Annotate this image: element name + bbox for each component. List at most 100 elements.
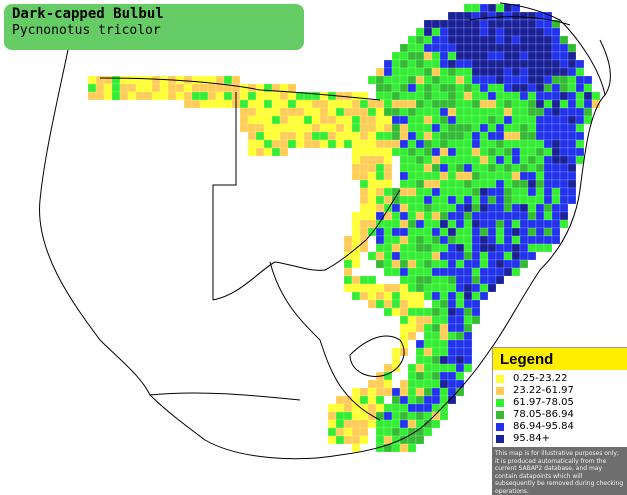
- grid-cell: [383, 163, 393, 173]
- grid-cell: [247, 99, 257, 109]
- grid-cell: [487, 59, 497, 69]
- grid-cell: [503, 59, 513, 69]
- grid-cell: [527, 155, 537, 165]
- grid-cell: [471, 163, 481, 173]
- grid-cell: [415, 203, 425, 213]
- grid-cell: [463, 131, 473, 141]
- grid-cell: [415, 35, 425, 45]
- grid-cell: [479, 107, 489, 117]
- species-common-name: Dark-capped Bulbul: [12, 6, 164, 22]
- grid-cell: [375, 379, 385, 389]
- grid-cell: [495, 211, 505, 221]
- grid-cell: [287, 131, 297, 141]
- grid-cell: [359, 243, 369, 253]
- grid-cell: [351, 251, 361, 261]
- grid-cell: [391, 147, 401, 157]
- grid-cell: [559, 179, 569, 189]
- legend-item: 23.22-61.97: [496, 385, 627, 397]
- grid-cell: [367, 403, 377, 413]
- grid-cell: [407, 331, 417, 341]
- grid-cell: [151, 83, 161, 93]
- grid-cell: [423, 131, 433, 141]
- grid-cell: [407, 219, 417, 229]
- grid-cell: [511, 251, 521, 261]
- grid-cell: [399, 331, 409, 341]
- grid-cell: [455, 323, 465, 333]
- grid-cell: [455, 203, 465, 213]
- grid-cell: [263, 139, 273, 149]
- grid-cell: [407, 411, 417, 421]
- grid-cell: [399, 403, 409, 413]
- grid-cell: [351, 107, 361, 117]
- grid-cell: [455, 115, 465, 125]
- grid-cell: [423, 371, 433, 381]
- grid-cell: [359, 171, 369, 181]
- grid-cell: [463, 139, 473, 149]
- grid-cell: [279, 91, 289, 101]
- grid-cell: [407, 371, 417, 381]
- grid-cell: [463, 235, 473, 245]
- grid-cell: [431, 155, 441, 165]
- grid-cell: [343, 275, 353, 285]
- grid-cell: [495, 243, 505, 253]
- grid-cell: [527, 219, 537, 229]
- grid-cell: [455, 355, 465, 365]
- grid-cell: [399, 115, 409, 125]
- grid-cell: [399, 315, 409, 325]
- grid-cell: [519, 227, 529, 237]
- grid-cell: [495, 115, 505, 125]
- grid-cell: [447, 91, 457, 101]
- grid-cell: [239, 123, 249, 133]
- grid-cell: [415, 227, 425, 237]
- grid-cell: [407, 35, 417, 45]
- grid-cell: [455, 371, 465, 381]
- grid-cell: [463, 51, 473, 61]
- grid-cell: [455, 187, 465, 197]
- grid-cell: [519, 43, 529, 53]
- grid-cell: [399, 131, 409, 141]
- grid-cell: [431, 19, 441, 29]
- grid-cell: [359, 411, 369, 421]
- grid-cell: [471, 19, 481, 29]
- grid-cell: [455, 291, 465, 301]
- grid-cell: [447, 171, 457, 181]
- grid-cell: [503, 11, 513, 21]
- grid-cell: [391, 355, 401, 365]
- grid-cell: [351, 291, 361, 301]
- grid-cell: [399, 171, 409, 181]
- grid-cell: [407, 187, 417, 197]
- grid-cell: [383, 75, 393, 85]
- grid-cell: [447, 275, 457, 285]
- grid-cell: [455, 211, 465, 221]
- grid-cell: [423, 379, 433, 389]
- grid-cell: [255, 131, 265, 141]
- grid-cell: [335, 435, 345, 445]
- grid-cell: [431, 379, 441, 389]
- grid-cell: [519, 179, 529, 189]
- grid-cell: [455, 27, 465, 37]
- grid-cell: [503, 259, 513, 269]
- grid-cell: [519, 75, 529, 85]
- grid-cell: [455, 259, 465, 269]
- grid-cell: [551, 163, 561, 173]
- grid-cell: [559, 35, 569, 45]
- grid-cell: [551, 139, 561, 149]
- grid-cell: [375, 147, 385, 157]
- grid-cell: [543, 99, 553, 109]
- grid-cell: [455, 331, 465, 341]
- grid-cell: [471, 75, 481, 85]
- grid-cell: [495, 107, 505, 117]
- grid-cell: [391, 203, 401, 213]
- grid-cell: [439, 35, 449, 45]
- grid-cell: [423, 275, 433, 285]
- grid-cell: [535, 115, 545, 125]
- grid-cell: [383, 307, 393, 317]
- grid-cell: [447, 75, 457, 85]
- grid-cell: [463, 363, 473, 373]
- grid-cell: [527, 187, 537, 197]
- grid-cell: [343, 115, 353, 125]
- grid-cell: [503, 251, 513, 261]
- grid-cell: [535, 123, 545, 133]
- grid-cell: [447, 107, 457, 117]
- grid-cell: [495, 163, 505, 173]
